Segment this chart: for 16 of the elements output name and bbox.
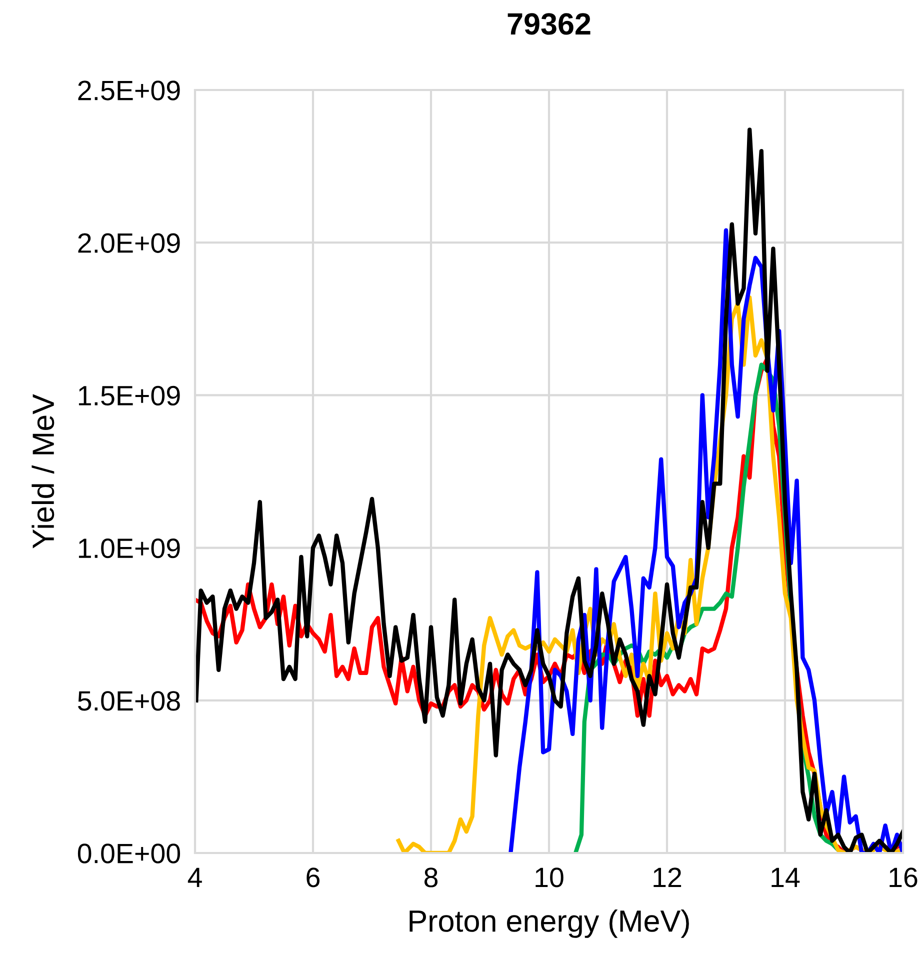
x-tick-label: 10 [536, 868, 564, 888]
y-tick-label: 1.0E+09 [78, 538, 180, 558]
y-tick-label: 0.0E+00 [78, 844, 180, 864]
x-tick-label: 12 [654, 868, 682, 888]
y-tick-label: 2.5E+09 [78, 80, 180, 100]
chart-title: 79362 [508, 13, 590, 35]
x-tick-label: 8 [424, 868, 438, 888]
x-tick-label: 14 [772, 868, 800, 888]
x-axis-title: Proton energy (MeV) [410, 909, 689, 938]
y-tick-label: 2.0E+09 [78, 233, 180, 253]
y-tick-label: 1.5E+09 [78, 386, 180, 406]
x-tick-label: 16 [890, 868, 918, 888]
x-tick-label: 4 [188, 868, 202, 888]
y-axis-title: Yield / MeV [32, 394, 54, 548]
y-tick-label: 5.0E+08 [78, 691, 180, 711]
x-tick-label: 6 [306, 868, 320, 888]
